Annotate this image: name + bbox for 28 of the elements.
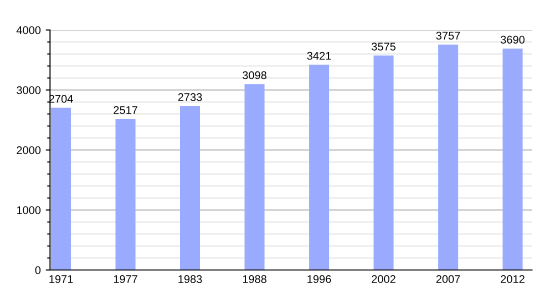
x-tick-label: 1996 [308, 275, 331, 284]
y-tick-label: 3000 [16, 86, 41, 94]
x-tick-label: 1988 [243, 275, 266, 284]
bar [115, 118, 136, 270]
y-tick-label: 2000 [16, 146, 41, 154]
y-tick-label: 0 [35, 266, 41, 274]
x-tick-label: 1983 [178, 275, 202, 284]
y-tick-label: 1000 [17, 206, 41, 214]
bar [50, 108, 71, 270]
bar [309, 64, 330, 270]
bar [502, 48, 523, 270]
x-tick-label: 2002 [372, 275, 396, 284]
bar [244, 84, 265, 270]
data-label: 2517 [114, 106, 138, 114]
bar [438, 44, 458, 270]
bar [180, 106, 200, 270]
x-tick-label: 2007 [436, 275, 460, 284]
bar [374, 56, 394, 270]
data-label: 3098 [242, 71, 266, 80]
x-tick-label: 1971 [49, 275, 73, 284]
x-tick-label: 2012 [500, 275, 524, 284]
data-label: 2733 [178, 93, 202, 102]
y-tick-label: 4000 [16, 26, 41, 34]
x-tick-label: 1977 [114, 275, 138, 284]
data-label: 3690 [500, 36, 525, 44]
data-label: 3421 [307, 52, 331, 60]
data-label: 3575 [372, 42, 396, 51]
data-label: 3757 [436, 32, 460, 40]
